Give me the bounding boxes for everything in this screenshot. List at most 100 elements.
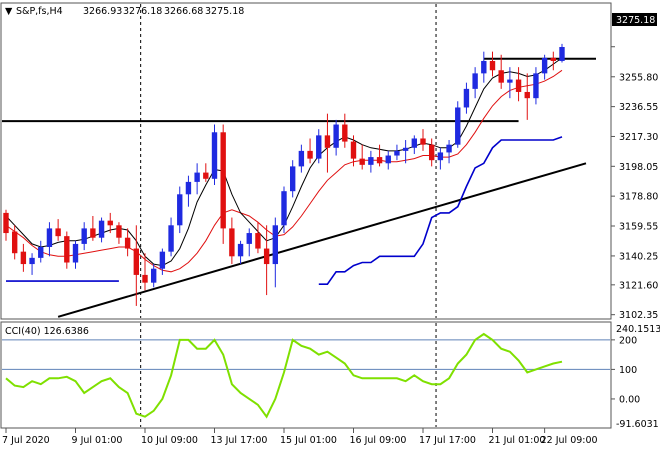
y-tick-label: 3198.05 xyxy=(619,162,658,173)
x-tick-label: 15 Jul 01:00 xyxy=(280,435,337,446)
candle-body xyxy=(133,248,140,275)
cci-level-label: 200 xyxy=(619,335,637,346)
header-high: 3276.18 xyxy=(123,6,162,17)
candle-body xyxy=(455,107,461,145)
candle-body xyxy=(81,228,87,244)
candle-body xyxy=(307,150,313,159)
candle-body xyxy=(507,79,513,83)
candle-body xyxy=(98,220,105,238)
header-open: 3266.93 xyxy=(83,6,122,17)
candle-body xyxy=(29,257,35,265)
candle-body xyxy=(324,135,331,148)
candle-body xyxy=(168,225,174,252)
header-close: 3275.18 xyxy=(205,6,244,17)
x-tick-label: 10 Jul 09:00 xyxy=(141,435,198,446)
candle-body xyxy=(124,237,131,249)
candle-body xyxy=(142,274,148,283)
candle-body xyxy=(298,150,305,167)
candle-body xyxy=(11,231,18,254)
candle-body xyxy=(402,147,409,151)
candle-body xyxy=(220,132,226,229)
candle-body xyxy=(385,155,391,164)
candle-body xyxy=(342,124,348,142)
candle-body xyxy=(229,228,235,257)
candle-body xyxy=(411,138,418,148)
candle-body xyxy=(281,191,287,226)
candle-body xyxy=(64,236,70,263)
x-tick-label: 13 Jul 17:00 xyxy=(211,435,268,446)
candle-body xyxy=(481,60,487,74)
y-tick-label: 3159.55 xyxy=(619,222,658,233)
candle-body xyxy=(498,70,504,83)
x-tick-label: 7 Jul 2020 xyxy=(2,435,50,446)
candle-body xyxy=(472,73,478,89)
candle-body xyxy=(90,228,96,238)
candle-body xyxy=(446,144,452,153)
candle-body xyxy=(515,79,522,92)
candle-body xyxy=(107,220,113,226)
candle-body xyxy=(272,225,279,265)
cci-line xyxy=(5,332,563,419)
candle-body xyxy=(237,243,244,257)
header-symbol: S&P,fs,H4 xyxy=(16,6,63,17)
cci-min-label: -91.6031 xyxy=(616,419,659,430)
candle-body xyxy=(177,194,183,226)
header-low: 3266.68 xyxy=(164,6,203,17)
candle-body xyxy=(255,233,261,249)
trend-line xyxy=(57,162,587,318)
y-tick-label: 3178.80 xyxy=(619,192,658,203)
y-tick-label: 3102.35 xyxy=(619,310,658,321)
candle-body xyxy=(376,157,383,164)
candle-body xyxy=(20,251,27,265)
candle-body xyxy=(263,248,270,265)
candle-body xyxy=(394,150,400,156)
x-tick-label: 17 Jul 17:00 xyxy=(419,435,476,446)
current-price-tag xyxy=(612,13,657,26)
candle-body xyxy=(437,152,444,161)
y-tick-label: 3236.55 xyxy=(619,102,658,113)
slow-ma-line xyxy=(5,69,563,273)
candle-body xyxy=(116,225,122,238)
cci-label: CCI(40) 126.6386 xyxy=(5,326,89,337)
x-tick-label: 9 Jul 01:00 xyxy=(72,435,123,446)
candle-body xyxy=(559,47,565,61)
current-price-label: 3275.18 xyxy=(616,15,655,26)
candle-body xyxy=(159,251,166,269)
candle-body xyxy=(428,144,435,161)
cci-panel-frame xyxy=(0,321,612,429)
candle-body xyxy=(3,212,9,234)
candle-body xyxy=(185,181,192,195)
stop-line xyxy=(318,136,563,285)
candle-body xyxy=(316,135,322,159)
main-panel-frame xyxy=(0,2,612,320)
candle-body xyxy=(368,157,374,165)
x-tick-label: 22 Jul 09:00 xyxy=(541,435,598,446)
y-tick-label: 3140.25 xyxy=(619,251,658,262)
candle-body xyxy=(550,57,557,61)
candle-body xyxy=(533,73,539,99)
y-tick-label: 3121.60 xyxy=(619,280,658,291)
candle-body xyxy=(541,57,548,74)
candle-body xyxy=(420,138,426,145)
y-tick-label: 3217.30 xyxy=(619,132,658,143)
candle-body xyxy=(524,91,530,99)
candle-body xyxy=(150,268,157,283)
candle-body xyxy=(463,88,470,108)
candle-body xyxy=(203,172,209,179)
candle-body xyxy=(46,228,53,248)
x-tick-label: 21 Jul 01:00 xyxy=(489,435,546,446)
candle-body xyxy=(289,166,296,192)
candle-body xyxy=(489,60,496,71)
symbol-triangle-icon: ▼ xyxy=(5,6,13,17)
candle-body xyxy=(246,233,252,244)
candle-body xyxy=(211,132,218,179)
candle-body xyxy=(359,158,365,165)
cci-max-label: 240.1513 xyxy=(616,324,660,335)
candle-body xyxy=(38,247,44,258)
candle-body xyxy=(194,172,200,182)
x-tick-label: 16 Jul 09:00 xyxy=(350,435,407,446)
candle-body xyxy=(350,141,357,159)
candle-body xyxy=(72,243,79,263)
cci-level-label: 100 xyxy=(619,365,637,376)
